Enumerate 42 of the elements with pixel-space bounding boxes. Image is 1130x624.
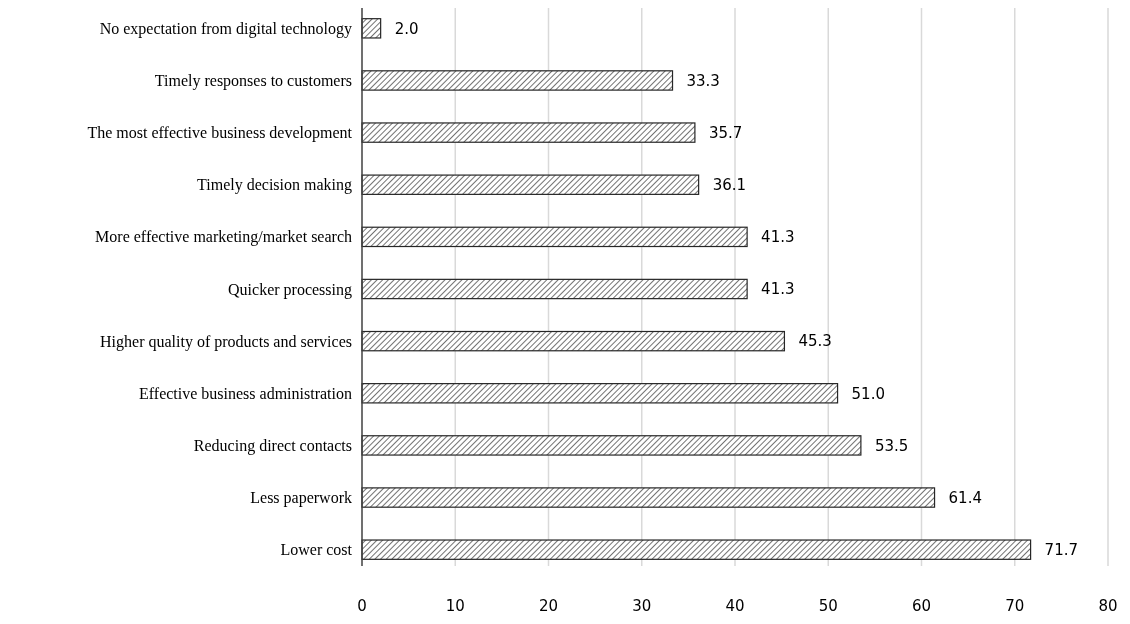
x-tick-label: 10 [445, 597, 465, 615]
data-label: 41.3 [761, 280, 795, 299]
bar [361, 70, 674, 91]
bar [361, 174, 700, 195]
y-tick-label: Quicker processing [228, 280, 352, 299]
y-tick-label: Lower cost [280, 541, 353, 559]
x-tick-label: 20 [538, 597, 559, 615]
data-label: 33.3 [686, 71, 720, 90]
bar [361, 278, 748, 300]
bar [361, 18, 382, 39]
data-label: 45.3 [798, 332, 832, 351]
data-label: 35.7 [708, 123, 743, 142]
x-tick-label: 80 [1098, 597, 1118, 615]
x-tick-label: 40 [725, 597, 745, 615]
x-tick-label: 30 [632, 597, 652, 615]
data-label: 71.7 [1044, 540, 1079, 559]
bar [361, 383, 839, 404]
data-label: 51.0 [851, 384, 885, 403]
x-tick-label: 70 [1005, 597, 1025, 615]
data-label: 36.1 [712, 175, 747, 194]
x-tick-label: 60 [911, 597, 932, 615]
data-label: 41.3 [761, 228, 795, 247]
data-label: 61.4 [948, 488, 982, 507]
bar [361, 435, 862, 456]
bar [361, 330, 786, 352]
y-tick-label: No expectation from digital technology [99, 19, 352, 38]
data-label: 53.5 [874, 436, 909, 455]
x-tick-label: 0 [357, 597, 367, 615]
bar [361, 539, 1032, 560]
y-tick-label: Timely decision making [197, 176, 352, 195]
x-tick-label: 50 [818, 597, 838, 615]
y-tick-label: Reducing direct contacts [193, 437, 352, 455]
bar [361, 226, 748, 248]
y-tick-label: More effective marketing/market search [95, 228, 352, 247]
bar [361, 487, 936, 508]
y-tick-label: Timely responses to customers [154, 72, 352, 91]
y-tick-label: Less paperwork [250, 489, 352, 508]
y-tick-label: The most effective business development [87, 124, 353, 143]
data-label: 2.0 [394, 19, 419, 38]
bar [361, 122, 696, 143]
y-tick-label: Higher quality of products and services [100, 332, 352, 351]
y-tick-label: Effective business administration [139, 384, 352, 402]
